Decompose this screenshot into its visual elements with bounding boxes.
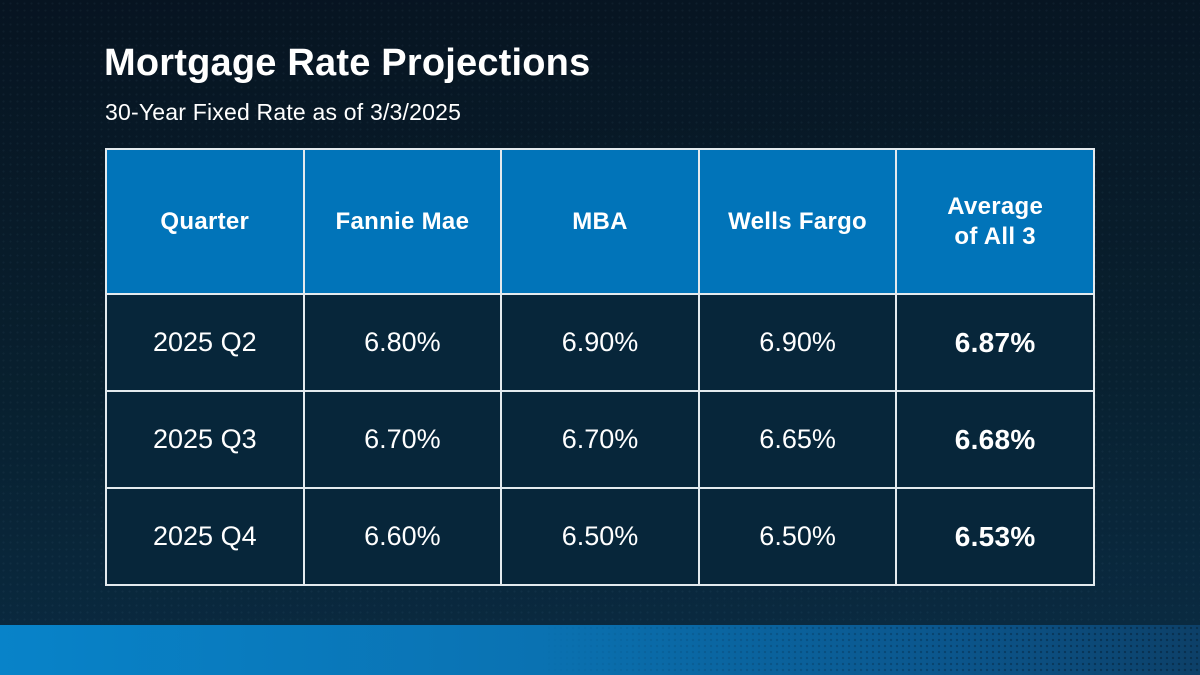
cell-wells-fargo: 6.50% [697, 487, 898, 586]
table-row: 2025 Q2 6.80% 6.90% 6.90% 6.87% [105, 293, 1095, 392]
table-header: Quarter Fannie Mae MBA Wells Fargo Avera… [105, 148, 1095, 295]
cell-fannie-mae: 6.60% [302, 487, 503, 586]
column-header-fannie-mae: Fannie Mae [302, 148, 503, 295]
mortgage-rate-table: Quarter Fannie Mae MBA Wells Fargo Avera… [105, 148, 1095, 586]
bottom-accent-stripe [0, 625, 1200, 675]
column-header-label: MBA [572, 207, 628, 235]
cell-quarter: 2025 Q2 [105, 293, 305, 392]
cell-mba: 6.90% [500, 293, 700, 392]
column-header-average: Average of All 3 [895, 148, 1095, 295]
page-subtitle: 30-Year Fixed Rate as of 3/3/2025 [105, 99, 462, 125]
page-title: Mortgage Rate Projections [104, 42, 591, 84]
table-header-row: Quarter Fannie Mae MBA Wells Fargo Avera… [105, 148, 1095, 295]
cell-quarter: 2025 Q4 [105, 487, 305, 586]
column-header-label: Average of All 3 [947, 192, 1044, 250]
column-header-quarter: Quarter [105, 148, 305, 295]
cell-mba: 6.70% [500, 390, 700, 489]
cell-mba: 6.50% [500, 487, 700, 586]
table-row: 2025 Q3 6.70% 6.70% 6.65% 6.68% [105, 390, 1095, 489]
cell-average: 6.53% [895, 487, 1095, 586]
cell-wells-fargo: 6.90% [697, 293, 898, 392]
cell-fannie-mae: 6.80% [302, 293, 503, 392]
cell-wells-fargo: 6.65% [697, 390, 898, 489]
column-header-label: Fannie Mae [335, 207, 470, 235]
table-body: 2025 Q2 6.80% 6.90% 6.90% 6.87% 2025 Q3 … [105, 293, 1095, 586]
cell-average: 6.87% [895, 293, 1095, 392]
column-header-label: Wells Fargo [728, 207, 868, 235]
table-row: 2025 Q4 6.60% 6.50% 6.50% 6.53% [105, 487, 1095, 586]
column-header-mba: MBA [500, 148, 700, 295]
cell-quarter: 2025 Q3 [105, 390, 305, 489]
cell-fannie-mae: 6.70% [302, 390, 503, 489]
column-header-wells-fargo: Wells Fargo [697, 148, 898, 295]
cell-average: 6.68% [895, 390, 1095, 489]
column-header-label: Quarter [160, 207, 250, 235]
